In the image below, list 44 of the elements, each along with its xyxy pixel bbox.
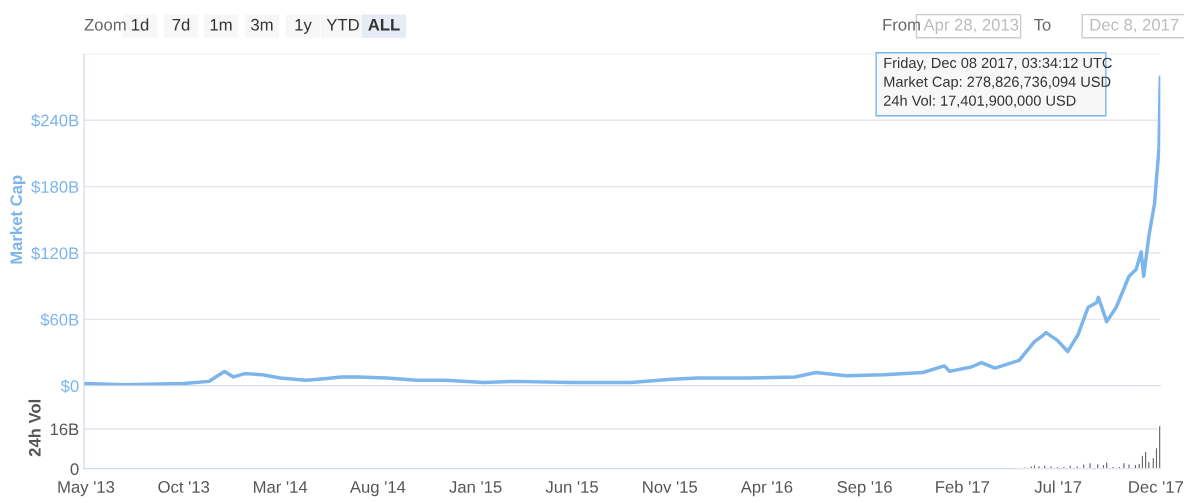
y-axis-title: Market Cap [9, 175, 26, 264]
text: To [1034, 19, 1051, 31]
y-tick-label: $120B [31, 246, 79, 261]
annotation: Friday, Dec 08 2017, 03:34:12 UTC [884, 57, 1112, 71]
text: ALL [368, 19, 400, 31]
x-tick-label: Feb '17 [936, 480, 990, 493]
x-tick-label: Sep '16 [837, 481, 892, 497]
text: Zoom [84, 19, 126, 31]
x-tick-label: Dec '17 [1129, 481, 1184, 493]
x-tick-label: Nov '15 [643, 481, 698, 493]
y-tick-label: $0 [60, 379, 79, 393]
y-tick-label: $180B [31, 180, 79, 194]
y-axis-title: 24h Vol [28, 399, 41, 457]
text: 1d [132, 18, 149, 31]
bar [1095, 462, 1100, 469]
x-tick-label: Jul '17 [1034, 480, 1082, 493]
y-tick-label: 0 [70, 463, 79, 475]
y-tick-label: 16B [50, 423, 79, 436]
text: 7d [172, 18, 190, 31]
bar [1088, 461, 1093, 469]
x-tick-label: Apr '16 [740, 481, 793, 497]
text: Dec 8, 2017 [1090, 18, 1179, 33]
text: YTD [326, 19, 359, 31]
text: 1y [295, 19, 312, 34]
annotation: Market Cap: 278,826,736,094 USD [884, 76, 1111, 90]
y-tick-label: $60B [40, 313, 79, 327]
x-tick-label: Aug '14 [349, 481, 406, 497]
bar [1075, 465, 1080, 469]
annotation: 24h Vol: 17,401,900,000 USD [884, 95, 1076, 108]
x-tick-label: Jun '15 [545, 481, 598, 493]
x-tick-label: Jan '15 [449, 481, 502, 493]
x-tick-label: Mar '14 [254, 481, 308, 493]
text: 3m [251, 18, 273, 31]
text: From [883, 19, 920, 31]
bar [1068, 464, 1073, 469]
x-tick-label: Oct '13 [158, 481, 210, 493]
bar [1140, 454, 1145, 469]
text: 1m [210, 19, 232, 31]
bar [1042, 464, 1047, 469]
bar [1081, 463, 1086, 469]
text: Apr 28, 2013 [923, 18, 1019, 34]
x-tick-label: May '13 [58, 481, 115, 497]
y-tick-label: $240B [31, 113, 79, 128]
bar [1049, 465, 1054, 469]
